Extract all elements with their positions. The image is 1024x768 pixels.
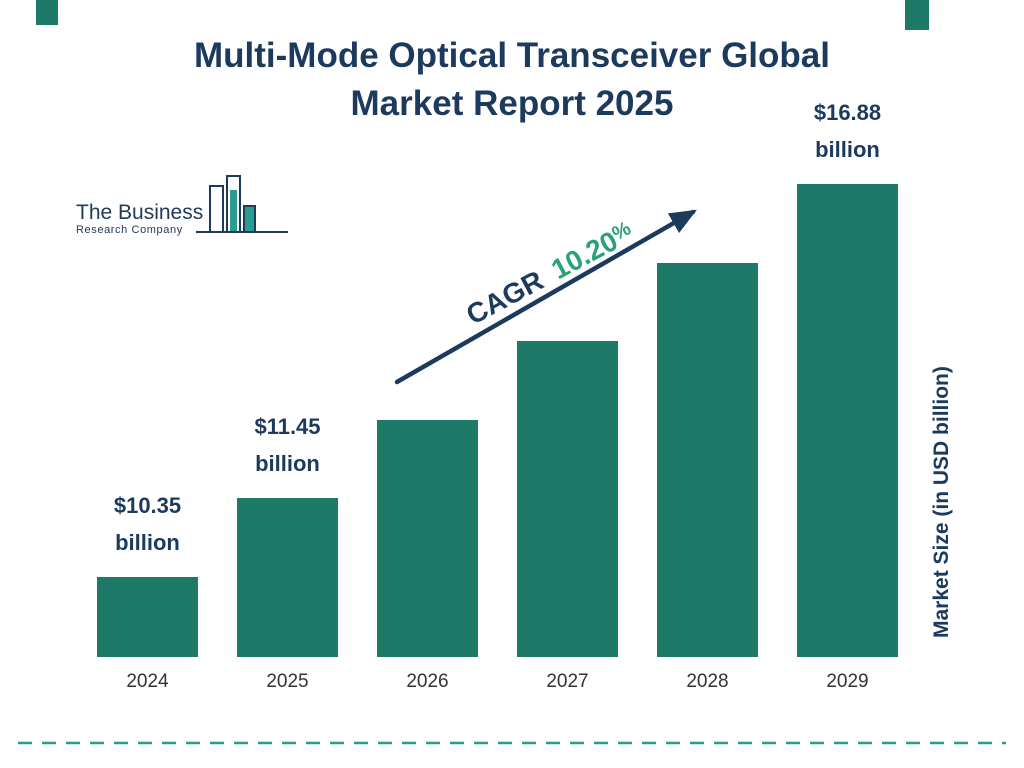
x-axis-label-2027: 2027 (546, 671, 589, 692)
cagr-arrow-icon (385, 192, 715, 397)
x-axis-label-2025: 2025 (266, 671, 309, 692)
bar-2029 (797, 184, 898, 657)
bar-column-2028: 2028 (657, 263, 758, 692)
bar-value-label-2025: $11.45 billion (254, 414, 321, 476)
bar-chart-logo-icon (196, 174, 288, 245)
bar-2025 (237, 498, 338, 657)
bar-column-2029: $16.88 billion 2029 (797, 94, 898, 692)
y-axis-title: Market Size (in USD billion) (930, 366, 953, 639)
bar-column-2025: $11.45 billion 2025 (237, 408, 338, 692)
page-title-line1: Multi-Mode Optical Transceiver Global (194, 36, 830, 75)
bar-value-label-2024: $10.35 billion (113, 493, 182, 555)
company-name: The Business (76, 201, 204, 224)
bar-value-label-2029: $16.88 billion (813, 100, 882, 162)
bar-column-2027: 2027 (517, 341, 618, 692)
page-title-line2: Market Report 2025 (350, 84, 674, 123)
bar-2028 (657, 263, 758, 657)
bars-area: $10.35 billion 2024 $11.45 billion 2025 2026 20… (97, 92, 907, 692)
top-left-accent (36, 0, 58, 25)
bar-column-2024: $10.35 billion 2024 (97, 487, 198, 692)
company-logo-text: The Business Research Company (76, 201, 204, 237)
x-axis-label-2024: 2024 (126, 671, 169, 692)
bottom-dashed-divider (18, 732, 1006, 750)
bar-2024 (97, 577, 198, 657)
company-subname: Research Company (76, 224, 183, 236)
company-logo: The Business Research Company (76, 174, 291, 246)
bar-2026 (377, 420, 478, 657)
bar-column-2026: 2026 (377, 420, 478, 692)
page-title: Multi-Mode Optical Transceiver Global Ma… (0, 32, 1024, 128)
x-axis-label-2026: 2026 (406, 671, 449, 692)
top-right-accent (905, 0, 929, 30)
x-axis-label-2029: 2029 (826, 671, 869, 692)
x-axis-label-2028: 2028 (686, 671, 729, 692)
bar-2027 (517, 341, 618, 657)
